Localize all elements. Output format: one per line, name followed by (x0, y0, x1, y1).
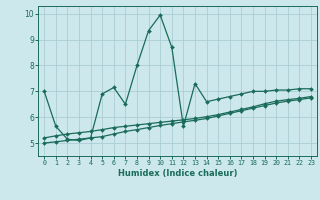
X-axis label: Humidex (Indice chaleur): Humidex (Indice chaleur) (118, 169, 237, 178)
